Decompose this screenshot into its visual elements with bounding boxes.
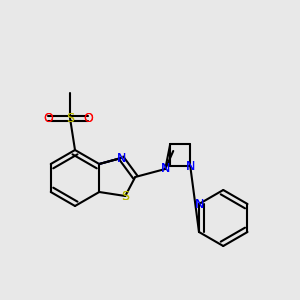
Text: S: S: [121, 190, 129, 202]
Text: N: N: [117, 152, 126, 164]
Text: S: S: [121, 190, 129, 202]
Text: O: O: [43, 112, 53, 124]
Text: S: S: [66, 112, 74, 124]
Text: N: N: [160, 163, 170, 176]
Text: N: N: [186, 160, 195, 172]
Text: N: N: [194, 197, 204, 211]
Text: O: O: [43, 112, 53, 124]
Text: N: N: [186, 160, 195, 172]
Text: N: N: [194, 197, 204, 211]
Text: O: O: [83, 112, 93, 124]
Text: S: S: [66, 112, 74, 124]
Text: N: N: [160, 163, 170, 176]
Text: O: O: [83, 112, 93, 124]
Text: N: N: [117, 152, 126, 164]
